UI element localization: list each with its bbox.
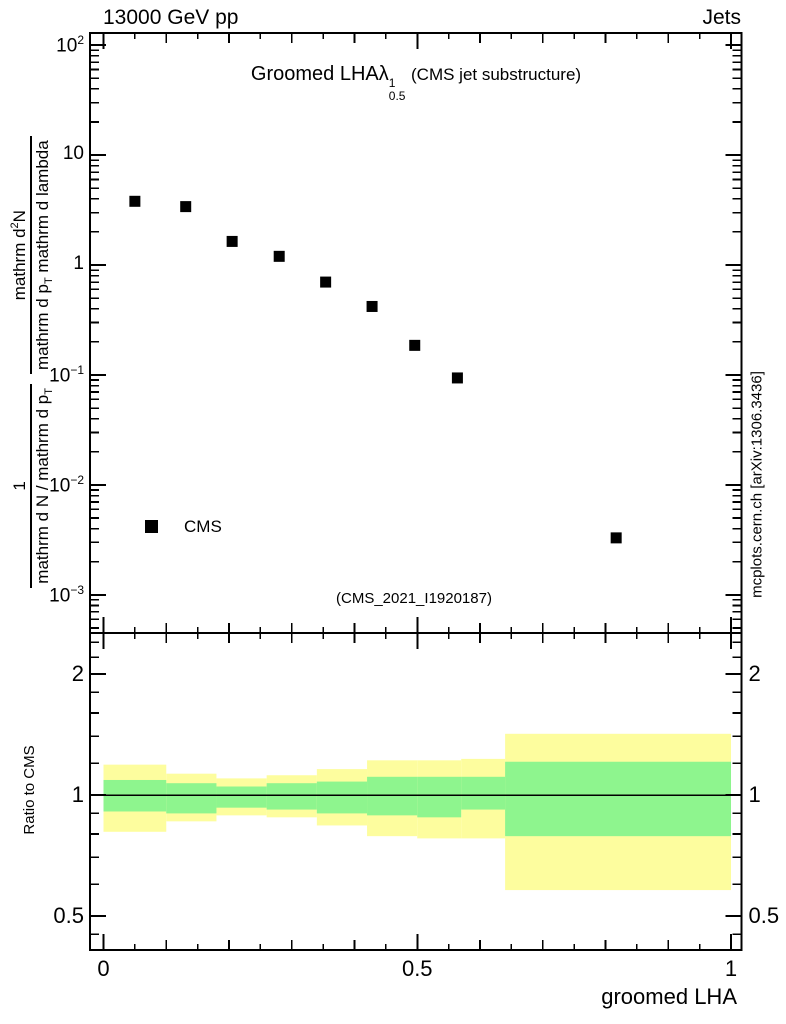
mcplots-watermark: mcplots.cern.ch [arXiv:1306.3436] [748,371,766,598]
stat-band-green [316,781,368,814]
cms-data-point [273,250,285,262]
ratio-y-tick-label-left: 0.5 [53,902,84,928]
cms-data-point [320,276,332,288]
cms-data-point [366,300,378,312]
stat-band-green [216,786,267,808]
title-lambda-indices: 1 0.5 [389,77,406,102]
legend-marker-square [145,520,158,533]
ratio-y-tick-label-right: 0.5 [748,902,780,928]
stat-band-green [367,776,418,816]
ratio-panel-frame [89,632,743,951]
analysis-reference-label: (CMS_2021_I1920187) [336,590,492,607]
cms-data-point [226,235,238,247]
header-beam-energy: 13000 GeV pp [103,6,239,29]
cms-data-point [451,372,463,384]
main-panel-frame [89,32,743,634]
stat-band-green [417,776,462,818]
legend-label-cms: CMS [184,517,222,536]
x-tick-label: 0 [97,956,110,981]
main-y-tick-label: 102 [56,33,84,57]
cms-data-point [610,532,622,544]
stat-band-green [166,783,217,814]
main-y-tick-label: 1 [73,253,84,275]
ratio-y-tick-label-right: 1 [748,782,761,807]
x-tick-label: 0.5 [401,956,433,981]
main-y-tick-label: 10−1 [49,362,84,387]
ratio-y-tick-label-right: 2 [748,661,761,687]
ratio-y-tick-label-left: 2 [71,661,84,687]
title-lambda: λ [378,63,389,85]
main-y-tick-label: 10−3 [49,582,84,607]
main-y-tick-label: 10−2 [49,472,84,497]
cms-data-point [409,339,421,351]
x-axis-title: groomed LHA [601,984,737,1009]
title-main: Groomed LHA [250,63,379,85]
title-lambda-sub: 0.5 [388,88,406,103]
header-analysis-group: Jets [702,6,741,29]
title-lambda-sup: 1 [388,76,396,90]
stat-band-green [505,761,731,837]
main-y-tick-label: 10 [62,143,84,165]
title-suffix: (CMS jet substructure) [411,65,582,84]
stat-band-green [266,783,317,810]
x-tick-label: 1 [724,956,738,981]
ratio-y-tick-label-left: 1 [71,782,84,807]
plot-title: Groomed LHAλ 1 0.5 (CMS jet substructure) [90,63,742,102]
cms-data-point [180,201,192,213]
stat-band-green [461,776,506,810]
cms-data-point [129,195,141,207]
